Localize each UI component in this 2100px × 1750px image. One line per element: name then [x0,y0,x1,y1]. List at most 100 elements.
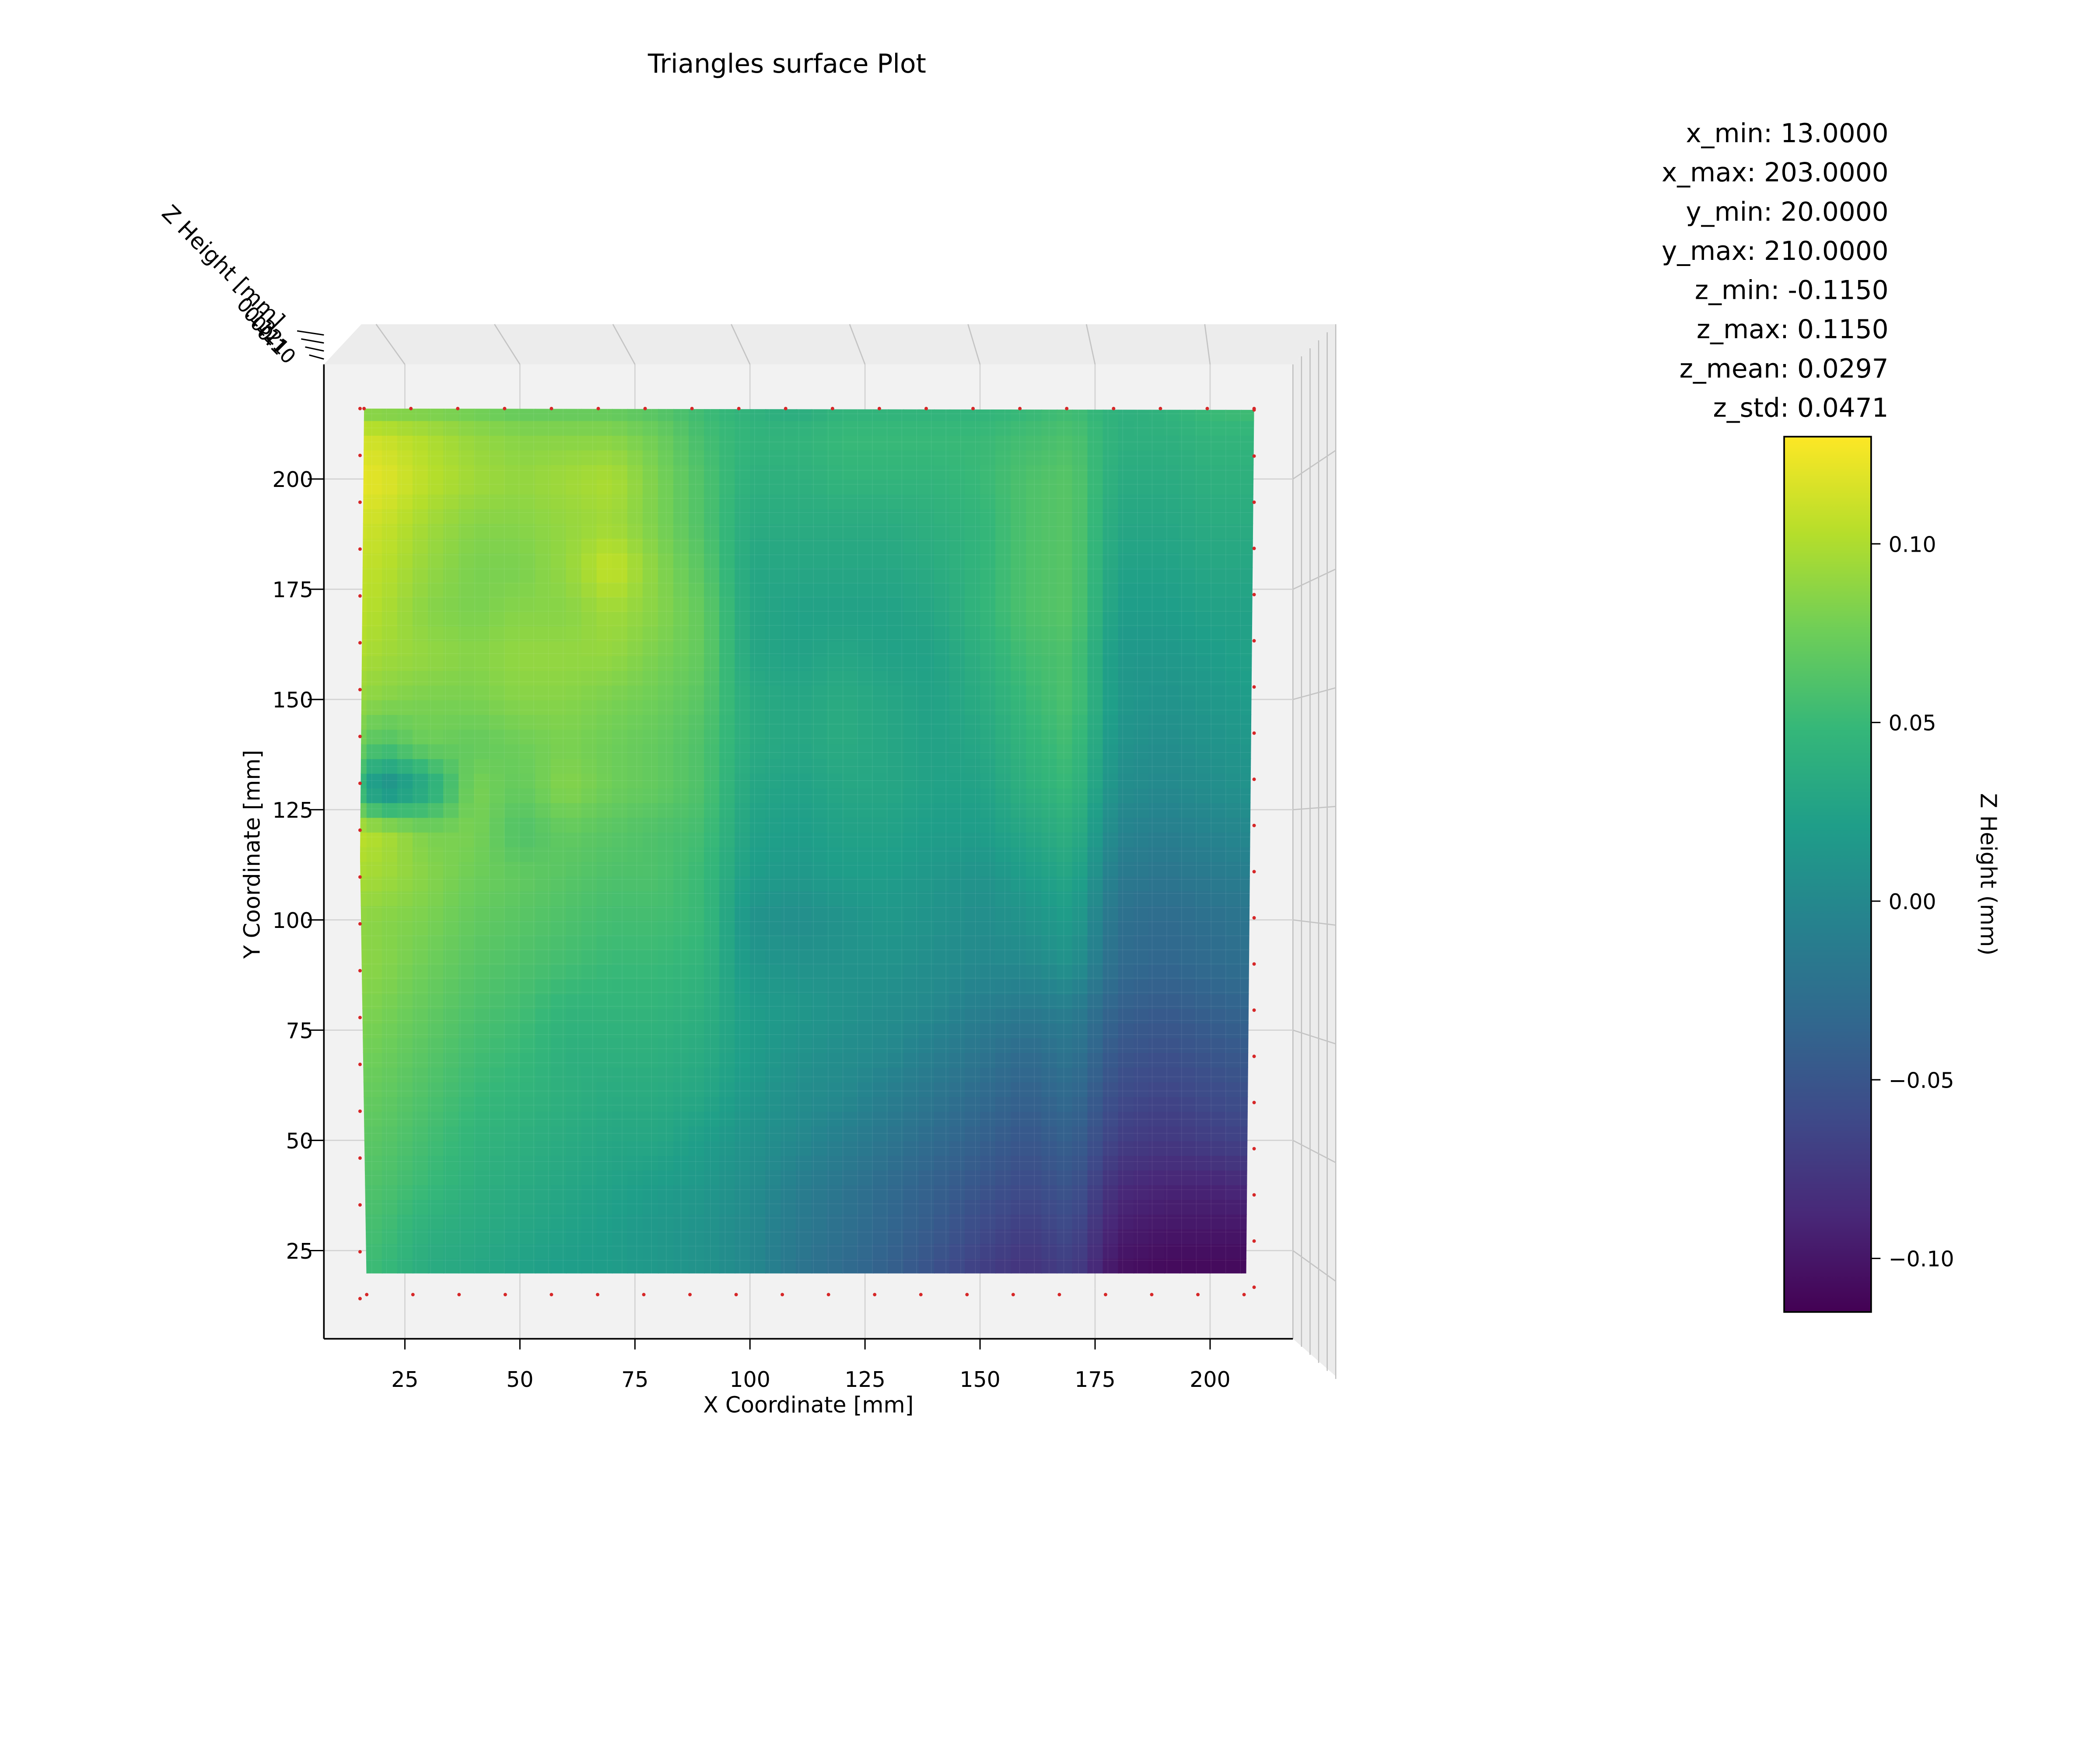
surface-cell [658,993,674,1009]
surface-cell [704,802,720,818]
surface-cell [428,728,444,745]
measurement-point [734,1293,738,1297]
surface-cell [1102,538,1119,553]
surface-cell [796,832,812,847]
measurement-point [1252,1101,1256,1105]
surface-cell [1041,670,1058,686]
surface-cell [1102,464,1119,480]
surface-cell [888,920,904,936]
surface-cell [888,979,904,994]
surface-cell [1133,464,1150,480]
surface-cell [1118,655,1134,671]
surface-cell [965,1111,981,1127]
surface-cell [382,523,398,539]
surface-cell [428,1184,444,1200]
surface-cell [642,714,659,730]
surface-cell [474,964,490,980]
surface-cell [888,817,904,833]
surface-cell [1072,1258,1088,1274]
surface-cell [366,508,383,524]
surface-cell [535,567,552,583]
surface-cell [489,934,506,950]
surface-cell [520,964,536,980]
surface-cell [1133,1169,1150,1186]
surface-cell [1057,1096,1073,1112]
surface-cell [1057,567,1073,583]
surface-cell [673,890,690,906]
surface-cell [826,743,843,759]
surface-cell [535,1199,552,1215]
surface-cell [857,1008,874,1024]
surface-cell [504,494,521,509]
surface-cell [1133,890,1150,906]
surface-cell [872,655,889,671]
surface-cell [397,1199,413,1215]
surface-cell [1210,582,1226,598]
surface-cell [1225,1008,1242,1024]
surface-cell [535,949,552,965]
surface-cell [980,934,996,950]
surface-cell [504,538,521,553]
surface-cell [658,832,674,847]
surface-cell [842,1125,858,1141]
surface-cell [642,905,659,921]
surface-cell [581,1125,598,1141]
surface-cell [719,655,736,671]
surface-cell [826,979,843,994]
surface-cell [1072,582,1088,598]
surface-cell [765,508,782,524]
surface-cell [780,611,797,627]
surface-cell [1026,596,1043,612]
surface-cell [918,1052,935,1068]
surface-cell [489,420,506,436]
surface-cell [826,1008,843,1024]
surface-cell [903,1067,920,1083]
surface-cell [796,861,812,877]
surface-cell [719,523,736,539]
surface-cell [995,1199,1012,1215]
surface-cell [872,1199,889,1215]
surface-cell [1102,934,1119,950]
surface-cell [535,743,552,759]
surface-cell [673,920,690,936]
surface-cell [428,1258,444,1274]
surface-cell [489,1096,506,1112]
surface-cell [857,964,874,980]
surface-cell [826,626,843,642]
surface-cell [366,1258,383,1274]
surface-cell [949,1258,966,1274]
surface-cell [934,1008,950,1024]
surface-cell [872,611,889,627]
surface-cell [520,1008,536,1024]
surface-cell [1087,508,1104,524]
surface-cell [934,993,950,1009]
surface-cell [888,1096,904,1112]
surface-cell [504,1214,521,1229]
surface-cell [1133,1067,1150,1083]
surface-cell [1072,728,1088,745]
surface-cell [872,934,889,950]
surface-cell [1057,1140,1073,1156]
surface-cell [765,817,782,833]
surface-cell [1164,920,1180,936]
surface-cell [934,567,950,583]
surface-cell [504,861,521,877]
surface-cell [918,1214,935,1229]
surface-cell [627,494,644,509]
surface-cell [918,993,935,1009]
surface-cell [382,508,398,524]
surface-cell [566,479,582,495]
surface-cell [673,408,690,421]
surface-cell [1225,582,1242,598]
surface-cell [704,408,720,421]
surface-cell [980,655,996,671]
surface-cell [1087,1184,1104,1200]
surface-cell [1133,846,1150,862]
surface-cell [842,1037,858,1053]
surface-cell [504,993,521,1009]
surface-cell [719,846,736,862]
surface-cell [397,567,413,583]
surface-cell [857,538,874,553]
surface-cell [1225,758,1242,774]
surface-cell [1102,1052,1119,1068]
